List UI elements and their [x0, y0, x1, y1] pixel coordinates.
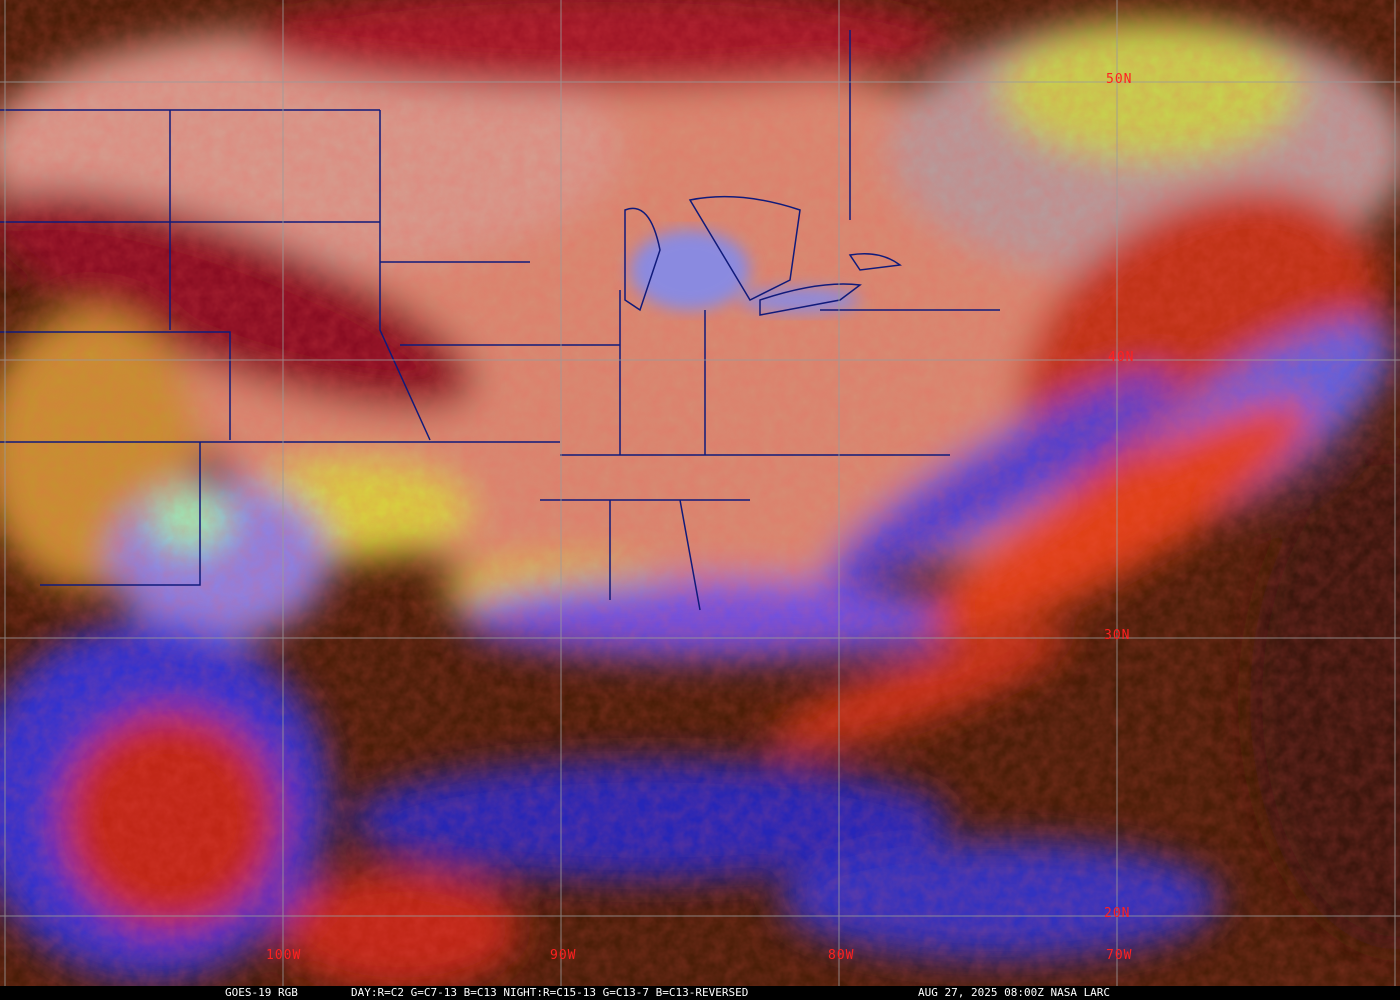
product-name: GOES-19 RGB [225, 986, 298, 999]
timestamp: AUG 27, 2025 08:00Z NASA LARC [918, 986, 1111, 999]
lon-label-90w: 90W [550, 948, 577, 963]
lat-label-50n: 50N [1106, 72, 1133, 87]
lat-label-40n: 40N [1108, 350, 1135, 365]
state-borders [0, 30, 1000, 611]
rgb-recipe: DAY:R=C2 G=C7-13 B=C13 NIGHT:R=C15-13 G=… [351, 986, 749, 999]
lat-label-20n: 20N [1104, 906, 1131, 921]
image-caption: GOES-19 RGB DAY:R=C2 G=C7-13 B=C13 NIGHT… [0, 986, 1400, 1000]
lon-label-100w: 100W [266, 948, 302, 963]
lon-label-70w: 70W [1106, 948, 1133, 963]
lon-label-80w: 80W [828, 948, 855, 963]
lat-label-30n: 30N [1104, 628, 1131, 643]
